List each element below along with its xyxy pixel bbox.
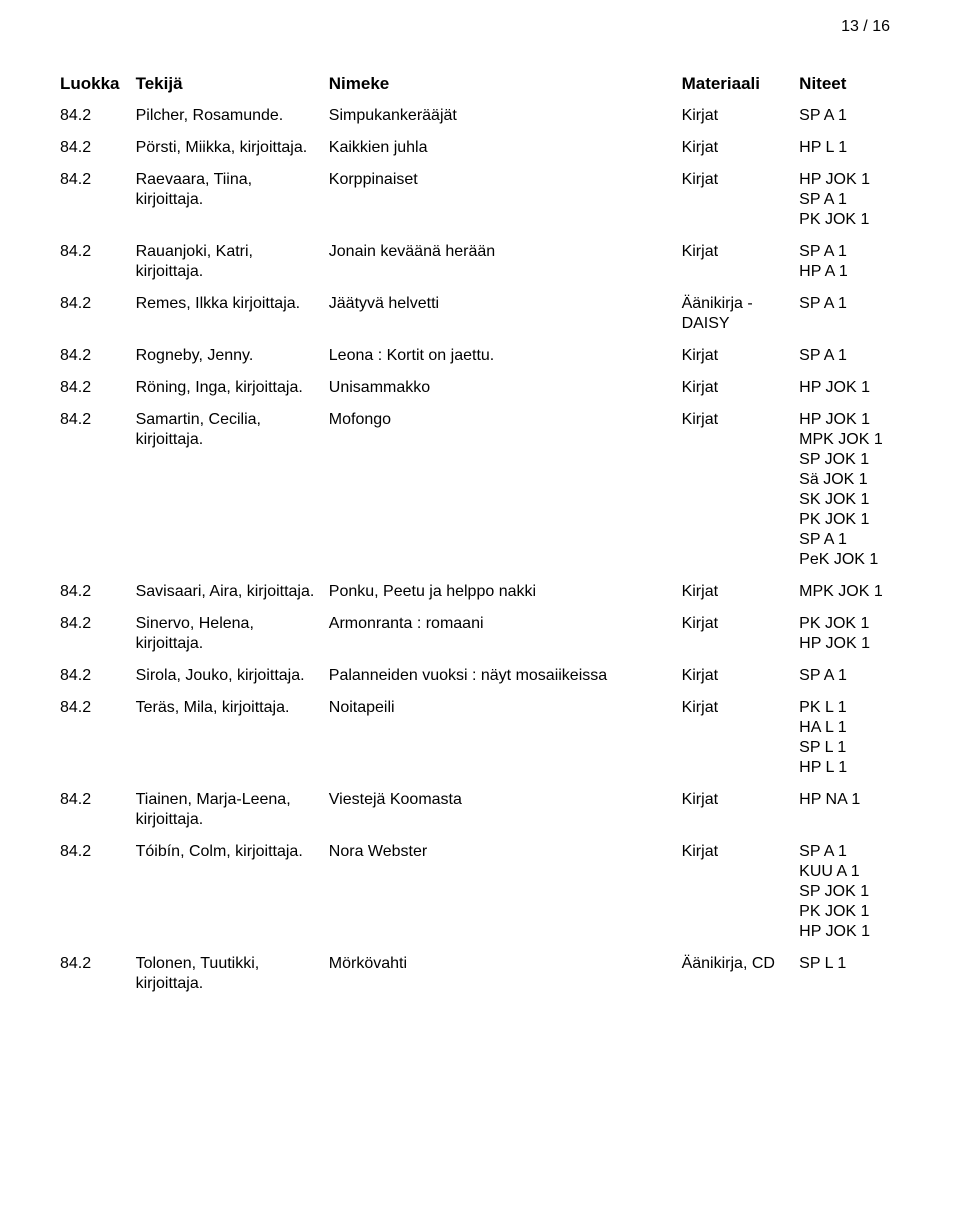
header-tekija: Tekijä bbox=[136, 70, 329, 100]
cell-materiaali: Kirjat bbox=[682, 132, 800, 164]
header-materiaali: Materiaali bbox=[682, 70, 800, 100]
cell-materiaali: Äänikirja, CD bbox=[682, 948, 800, 1000]
cell-tekija: Rogneby, Jenny. bbox=[136, 340, 329, 372]
table-row: 84.2Pörsti, Miikka, kirjoittaja.Kaikkien… bbox=[60, 132, 900, 164]
cell-tekija: Rauanjoki, Katri, kirjoittaja. bbox=[136, 236, 329, 288]
cell-niteet: HP JOK 1 bbox=[799, 372, 900, 404]
header-luokka: Luokka bbox=[60, 70, 136, 100]
cell-nimeke: Nora Webster bbox=[329, 836, 682, 948]
cell-luokka: 84.2 bbox=[60, 404, 136, 576]
cell-nimeke: Jonain keväänä herään bbox=[329, 236, 682, 288]
cell-materiaali: Kirjat bbox=[682, 660, 800, 692]
cell-niteet: SP L 1 bbox=[799, 948, 900, 1000]
cell-nimeke: Mörkövahti bbox=[329, 948, 682, 1000]
cell-tekija: Pörsti, Miikka, kirjoittaja. bbox=[136, 132, 329, 164]
cell-materiaali: Kirjat bbox=[682, 576, 800, 608]
catalogue-table: Luokka Tekijä Nimeke Materiaali Niteet 8… bbox=[60, 70, 900, 1000]
cell-niteet: HP JOK 1 SP A 1 PK JOK 1 bbox=[799, 164, 900, 236]
table-header-row: Luokka Tekijä Nimeke Materiaali Niteet bbox=[60, 70, 900, 100]
cell-materiaali: Kirjat bbox=[682, 164, 800, 236]
cell-nimeke: Korppinaiset bbox=[329, 164, 682, 236]
cell-luokka: 84.2 bbox=[60, 100, 136, 132]
cell-materiaali: Kirjat bbox=[682, 404, 800, 576]
cell-tekija: Teräs, Mila, kirjoittaja. bbox=[136, 692, 329, 784]
cell-nimeke: Ponku, Peetu ja helppo nakki bbox=[329, 576, 682, 608]
cell-materiaali: Kirjat bbox=[682, 236, 800, 288]
table-row: 84.2Rauanjoki, Katri, kirjoittaja.Jonain… bbox=[60, 236, 900, 288]
table-row: 84.2Remes, Ilkka kirjoittaja.Jäätyvä hel… bbox=[60, 288, 900, 340]
cell-nimeke: Noitapeili bbox=[329, 692, 682, 784]
cell-niteet: PK JOK 1 HP JOK 1 bbox=[799, 608, 900, 660]
cell-luokka: 84.2 bbox=[60, 236, 136, 288]
cell-materiaali: Kirjat bbox=[682, 784, 800, 836]
cell-luokka: 84.2 bbox=[60, 608, 136, 660]
cell-tekija: Sirola, Jouko, kirjoittaja. bbox=[136, 660, 329, 692]
cell-materiaali: Kirjat bbox=[682, 372, 800, 404]
cell-luokka: 84.2 bbox=[60, 372, 136, 404]
cell-tekija: Remes, Ilkka kirjoittaja. bbox=[136, 288, 329, 340]
cell-materiaali: Kirjat bbox=[682, 608, 800, 660]
cell-nimeke: Unisammakko bbox=[329, 372, 682, 404]
table-row: 84.2Raevaara, Tiina, kirjoittaja.Korppin… bbox=[60, 164, 900, 236]
cell-tekija: Pilcher, Rosamunde. bbox=[136, 100, 329, 132]
cell-luokka: 84.2 bbox=[60, 660, 136, 692]
cell-tekija: Tóibín, Colm, kirjoittaja. bbox=[136, 836, 329, 948]
table-row: 84.2Samartin, Cecilia, kirjoittaja.Mofon… bbox=[60, 404, 900, 576]
cell-luokka: 84.2 bbox=[60, 948, 136, 1000]
cell-nimeke: Leona : Kortit on jaettu. bbox=[329, 340, 682, 372]
cell-tekija: Tolonen, Tuutikki, kirjoittaja. bbox=[136, 948, 329, 1000]
cell-nimeke: Jäätyvä helvetti bbox=[329, 288, 682, 340]
cell-niteet: HP NA 1 bbox=[799, 784, 900, 836]
cell-luokka: 84.2 bbox=[60, 576, 136, 608]
cell-luokka: 84.2 bbox=[60, 132, 136, 164]
cell-nimeke: Mofongo bbox=[329, 404, 682, 576]
cell-tekija: Sinervo, Helena, kirjoittaja. bbox=[136, 608, 329, 660]
table-row: 84.2Rogneby, Jenny.Leona : Kortit on jae… bbox=[60, 340, 900, 372]
cell-materiaali: Kirjat bbox=[682, 692, 800, 784]
cell-tekija: Samartin, Cecilia, kirjoittaja. bbox=[136, 404, 329, 576]
cell-niteet: MPK JOK 1 bbox=[799, 576, 900, 608]
cell-tekija: Tiainen, Marja-Leena, kirjoittaja. bbox=[136, 784, 329, 836]
cell-materiaali: Äänikirja - DAISY bbox=[682, 288, 800, 340]
table-row: 84.2Savisaari, Aira, kirjoittaja.Ponku, … bbox=[60, 576, 900, 608]
table-row: 84.2Tóibín, Colm, kirjoittaja.Nora Webst… bbox=[60, 836, 900, 948]
table-row: 84.2Tiainen, Marja-Leena, kirjoittaja.Vi… bbox=[60, 784, 900, 836]
cell-materiaali: Kirjat bbox=[682, 340, 800, 372]
cell-niteet: HP L 1 bbox=[799, 132, 900, 164]
cell-tekija: Savisaari, Aira, kirjoittaja. bbox=[136, 576, 329, 608]
page-number: 13 / 16 bbox=[841, 18, 890, 36]
cell-niteet: SP A 1 bbox=[799, 100, 900, 132]
cell-luokka: 84.2 bbox=[60, 340, 136, 372]
cell-luokka: 84.2 bbox=[60, 164, 136, 236]
table-row: 84.2Teräs, Mila, kirjoittaja.NoitapeiliK… bbox=[60, 692, 900, 784]
cell-niteet: HP JOK 1 MPK JOK 1 SP JOK 1 Sä JOK 1 SK … bbox=[799, 404, 900, 576]
cell-tekija: Raevaara, Tiina, kirjoittaja. bbox=[136, 164, 329, 236]
cell-materiaali: Kirjat bbox=[682, 100, 800, 132]
table-row: 84.2Sirola, Jouko, kirjoittaja.Palanneid… bbox=[60, 660, 900, 692]
cell-nimeke: Armonranta : romaani bbox=[329, 608, 682, 660]
header-niteet: Niteet bbox=[799, 70, 900, 100]
cell-nimeke: Kaikkien juhla bbox=[329, 132, 682, 164]
table-row: 84.2Tolonen, Tuutikki, kirjoittaja.Mörkö… bbox=[60, 948, 900, 1000]
table-row: 84.2Pilcher, Rosamunde.SimpukankerääjätK… bbox=[60, 100, 900, 132]
cell-niteet: SP A 1 bbox=[799, 340, 900, 372]
cell-nimeke: Palanneiden vuoksi : näyt mosaiikeissa bbox=[329, 660, 682, 692]
cell-luokka: 84.2 bbox=[60, 692, 136, 784]
cell-niteet: SP A 1 HP A 1 bbox=[799, 236, 900, 288]
cell-niteet: SP A 1 bbox=[799, 660, 900, 692]
page: 13 / 16 Luokka Tekijä Nimeke Materiaali … bbox=[0, 0, 960, 1210]
cell-luokka: 84.2 bbox=[60, 784, 136, 836]
cell-luokka: 84.2 bbox=[60, 288, 136, 340]
cell-niteet: SP A 1 KUU A 1 SP JOK 1 PK JOK 1 HP JOK … bbox=[799, 836, 900, 948]
table-row: 84.2Röning, Inga, kirjoittaja.Unisammakk… bbox=[60, 372, 900, 404]
cell-niteet: SP A 1 bbox=[799, 288, 900, 340]
cell-nimeke: Viestejä Koomasta bbox=[329, 784, 682, 836]
cell-niteet: PK L 1 HA L 1 SP L 1 HP L 1 bbox=[799, 692, 900, 784]
cell-materiaali: Kirjat bbox=[682, 836, 800, 948]
cell-tekija: Röning, Inga, kirjoittaja. bbox=[136, 372, 329, 404]
header-nimeke: Nimeke bbox=[329, 70, 682, 100]
cell-luokka: 84.2 bbox=[60, 836, 136, 948]
cell-nimeke: Simpukankerääjät bbox=[329, 100, 682, 132]
table-row: 84.2Sinervo, Helena, kirjoittaja.Armonra… bbox=[60, 608, 900, 660]
